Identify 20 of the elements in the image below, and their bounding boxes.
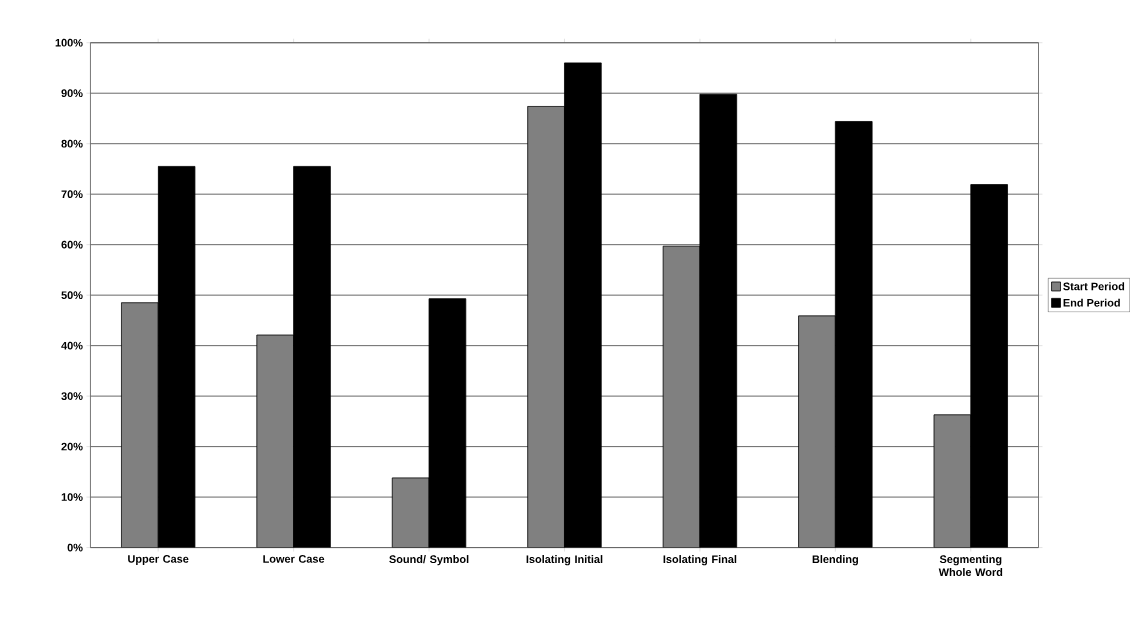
y-tick-label: 40%: [61, 341, 83, 350]
x-tick-label: Upper Case: [128, 555, 189, 565]
y-tick-label: 70%: [61, 190, 83, 198]
y-tick-label: 80%: [61, 139, 83, 148]
x-tick-label: Lower Case: [263, 555, 325, 563]
y-tick-label: 100%: [55, 38, 83, 47]
y-tick-label: 10%: [61, 493, 83, 501]
y-tick-label: 0%: [67, 543, 83, 552]
x-tick-label: Blending: [812, 555, 858, 566]
x-tick-label: Sound/ Symbol: [389, 555, 469, 566]
y-tick-label: 20%: [61, 442, 83, 451]
legend-label: Start Period: [1063, 282, 1125, 291]
legend-label: End Period: [1063, 298, 1120, 307]
y-tick-label: 30%: [61, 392, 83, 400]
y-tick-label: 50%: [61, 291, 83, 299]
y-tick-label: 90%: [61, 89, 83, 98]
x-tick-label: Segmenting Whole Word: [938, 555, 1003, 576]
y-tick-label: 60%: [61, 240, 83, 249]
x-tick-label: Isolating Initial: [526, 555, 603, 566]
x-tick-label: Isolating Final: [663, 555, 737, 566]
